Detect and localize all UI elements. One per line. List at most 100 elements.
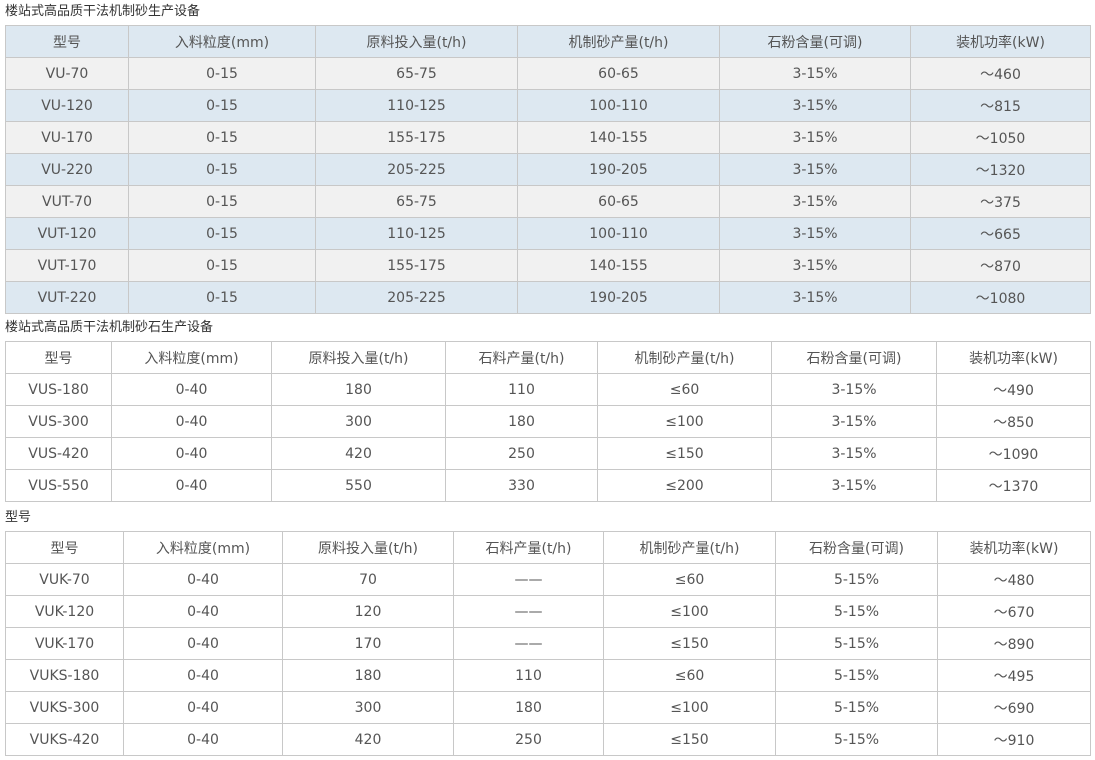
table-cell: 60-65 xyxy=(517,185,720,218)
table-row: VUK-120 0-40 120 —— ≤100 5-15% ～670 xyxy=(5,595,1091,628)
table-cell: ～490 xyxy=(936,373,1091,406)
table-row: VU-220 0-15 205-225 190-205 3-15% ～1320 xyxy=(5,153,1091,186)
sand-equipment-table: 型号 入料粒度(mm) 原料投入量(t/h) 机制砂产量(t/h) 石粉含量(可调) 装机… xyxy=(5,25,1091,314)
table-row: VUKS-300 0-40 300 180 ≤100 5-15% ～690 xyxy=(5,691,1091,724)
column-header: 石粉含量(可调) xyxy=(775,531,938,564)
table-cell: 3-15% xyxy=(719,153,911,186)
table-row: VU-70 0-15 65-75 60-65 3-15% ～460 xyxy=(5,57,1091,90)
table-cell: 140-155 xyxy=(517,249,720,282)
table-cell: 0-15 xyxy=(128,249,316,282)
table-cell: ≤200 xyxy=(597,469,772,502)
table-cell: VU-120 xyxy=(5,89,129,122)
table-cell: 0-15 xyxy=(128,89,316,122)
column-header: 入料粒度(mm) xyxy=(111,341,272,374)
table-cell: 110-125 xyxy=(315,89,518,122)
table-cell: ≤150 xyxy=(603,723,776,756)
table-cell: 0-40 xyxy=(111,373,272,406)
table-cell: 190-205 xyxy=(517,153,720,186)
table-cell: 0-40 xyxy=(123,627,283,660)
table-cell: 420 xyxy=(282,723,454,756)
column-header: 型号 xyxy=(5,25,129,58)
table-row: VUS-180 0-40 180 110 ≤60 3-15% ～490 xyxy=(5,373,1091,406)
table-row: VUKS-420 0-40 420 250 ≤150 5-15% ～910 xyxy=(5,723,1091,756)
table-row: VUKS-180 0-40 180 110 ≤60 5-15% ～495 xyxy=(5,659,1091,692)
column-header: 入料粒度(mm) xyxy=(128,25,316,58)
sand-stone-equipment-table: 型号 入料粒度(mm) 原料投入量(t/h) 石料产量(t/h) 机制砂产量(t/h) 石… xyxy=(5,341,1091,502)
table-row: VUT-170 0-15 155-175 140-155 3-15% ～870 xyxy=(5,249,1091,282)
table-cell: VUT-70 xyxy=(5,185,129,218)
table-cell: VUK-120 xyxy=(5,595,124,628)
table-cell: VUKS-180 xyxy=(5,659,124,692)
table-cell: ～495 xyxy=(937,659,1091,692)
table-cell: ≤60 xyxy=(603,659,776,692)
table-cell: 250 xyxy=(445,437,598,470)
table-cell: 3-15% xyxy=(719,185,911,218)
table-cell: 0-40 xyxy=(123,563,283,596)
model-table: 型号 入料粒度(mm) 原料投入量(t/h) 石料产量(t/h) 机制砂产量(t/h) 石… xyxy=(5,531,1091,756)
table-cell: 0-40 xyxy=(111,405,272,438)
table-cell: 180 xyxy=(271,373,446,406)
table-row: VUS-550 0-40 550 330 ≤200 3-15% ～1370 xyxy=(5,469,1091,502)
column-header: 原料投入量(t/h) xyxy=(271,341,446,374)
column-header: 装机功率(kW) xyxy=(936,341,1091,374)
column-header: 装机功率(kW) xyxy=(937,531,1091,564)
table-cell: ～1320 xyxy=(910,153,1091,186)
table-cell: —— xyxy=(453,563,604,596)
table-row: VU-120 0-15 110-125 100-110 3-15% ～815 xyxy=(5,89,1091,122)
column-header: 机制砂产量(t/h) xyxy=(603,531,776,564)
table-cell: 0-15 xyxy=(128,57,316,90)
table-cell: 180 xyxy=(445,405,598,438)
table-cell: 70 xyxy=(282,563,454,596)
table-cell: ～890 xyxy=(937,627,1091,660)
column-header: 原料投入量(t/h) xyxy=(315,25,518,58)
table2-caption: 楼站式高品质干法机制砂石生产设备 xyxy=(5,320,214,335)
table-row: VUT-220 0-15 205-225 190-205 3-15% ～1080 xyxy=(5,281,1091,314)
table-row: VUS-300 0-40 300 180 ≤100 3-15% ～850 xyxy=(5,405,1091,438)
table-row: VUT-70 0-15 65-75 60-65 3-15% ～375 xyxy=(5,185,1091,218)
table-cell: —— xyxy=(453,595,604,628)
table-cell: 0-15 xyxy=(128,185,316,218)
table-cell: 205-225 xyxy=(315,281,518,314)
table-cell: ～480 xyxy=(937,563,1091,596)
table-cell: 100-110 xyxy=(517,89,720,122)
table-cell: VU-220 xyxy=(5,153,129,186)
table-cell: ～460 xyxy=(910,57,1091,90)
table-cell: VUT-220 xyxy=(5,281,129,314)
table-cell: 3-15% xyxy=(771,373,937,406)
table-cell: 420 xyxy=(271,437,446,470)
table-cell: ～670 xyxy=(937,595,1091,628)
table-cell: VUT-120 xyxy=(5,217,129,250)
table-cell: 5-15% xyxy=(775,563,938,596)
table-row: VU-170 0-15 155-175 140-155 3-15% ～1050 xyxy=(5,121,1091,154)
table-cell: 5-15% xyxy=(775,723,938,756)
table-cell: ～690 xyxy=(937,691,1091,724)
table-cell: 3-15% xyxy=(771,437,937,470)
table-header-row: 型号 入料粒度(mm) 原料投入量(t/h) 石料产量(t/h) 机制砂产量(t/h) 石… xyxy=(5,341,1091,374)
table-cell: ≤60 xyxy=(597,373,772,406)
column-header: 机制砂产量(t/h) xyxy=(517,25,720,58)
table-cell: VUT-170 xyxy=(5,249,129,282)
table-cell: 3-15% xyxy=(719,249,911,282)
table-cell: 300 xyxy=(271,405,446,438)
table-cell: VUKS-420 xyxy=(5,723,124,756)
table-cell: VU-70 xyxy=(5,57,129,90)
table-cell: 0-40 xyxy=(123,691,283,724)
table-cell: ～850 xyxy=(936,405,1091,438)
table-cell: ≤60 xyxy=(603,563,776,596)
table-cell: ～870 xyxy=(910,249,1091,282)
table-cell: ～1050 xyxy=(910,121,1091,154)
table-cell: 3-15% xyxy=(771,405,937,438)
table-cell: 60-65 xyxy=(517,57,720,90)
table-cell: ～815 xyxy=(910,89,1091,122)
table-cell: ≤100 xyxy=(597,405,772,438)
table-cell: 0-15 xyxy=(128,121,316,154)
column-header: 型号 xyxy=(5,531,124,564)
table-cell: 300 xyxy=(282,691,454,724)
table-cell: VU-170 xyxy=(5,121,129,154)
table-cell: VUKS-300 xyxy=(5,691,124,724)
table-cell: 110 xyxy=(453,659,604,692)
table-cell: ≤150 xyxy=(597,437,772,470)
table-cell: 0-15 xyxy=(128,281,316,314)
table-row: VUS-420 0-40 420 250 ≤150 3-15% ～1090 xyxy=(5,437,1091,470)
table-cell: 65-75 xyxy=(315,57,518,90)
